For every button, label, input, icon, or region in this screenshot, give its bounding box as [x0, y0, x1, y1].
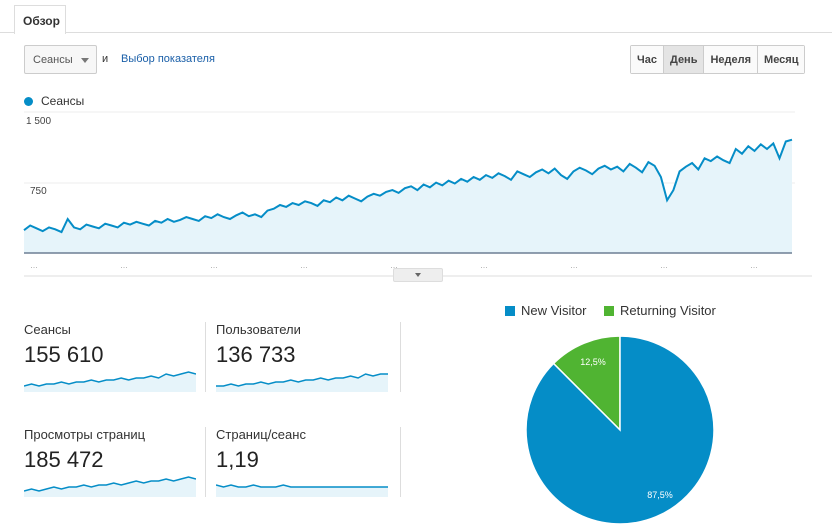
y-tick: 1 500	[26, 116, 52, 127]
metric-label: Пользователи	[216, 322, 301, 337]
x-tick: …	[480, 261, 488, 270]
visitor-pie-chart: 12,5% 87,5%	[525, 335, 715, 525]
metric-value: 1,19	[216, 447, 259, 472]
divider	[400, 427, 401, 497]
x-tick: …	[210, 261, 218, 270]
x-tick: …	[570, 261, 578, 270]
period-week-button[interactable]: Неделя	[704, 46, 759, 73]
pie-legend-returning: Returning Visitor	[604, 303, 716, 318]
x-tick: …	[390, 261, 398, 270]
legend-square-icon	[604, 305, 614, 316]
legend-square-icon	[505, 305, 515, 316]
metric-sparkline	[24, 476, 196, 497]
choose-metric-link[interactable]: Выбор показателя	[121, 53, 215, 65]
tab-bar-border	[0, 32, 832, 33]
pie-label: 87,5%	[647, 490, 673, 500]
divider	[205, 427, 206, 497]
sessions-chart: … … … … … … … … …	[23, 111, 812, 277]
sessions-line	[23, 138, 793, 234]
metric-value: 155 610	[24, 342, 104, 367]
pie-label: 12,5%	[580, 357, 606, 367]
metric-label: Просмотры страниц	[24, 427, 146, 442]
metric-select-value: Сеансы	[33, 54, 73, 66]
divider	[205, 322, 206, 392]
metric-select[interactable]: Сеансы	[24, 45, 97, 74]
metric-value: 136 733	[216, 342, 296, 367]
metric-label: Сеансы	[24, 322, 71, 337]
pie-slice[interactable]	[552, 335, 621, 432]
period-day-button[interactable]: День	[663, 46, 705, 73]
divider	[400, 322, 401, 392]
x-tick: …	[300, 261, 308, 270]
period-buttons: Час День Неделя Месяц	[630, 45, 806, 74]
period-month-button[interactable]: Месяц	[758, 46, 805, 73]
x-tick: …	[120, 261, 128, 270]
pie-slice[interactable]	[525, 335, 715, 525]
y-tick: 750	[30, 186, 47, 197]
x-tick: …	[30, 261, 38, 270]
metric-sparkline	[216, 484, 388, 497]
tab-overview[interactable]: Обзор	[14, 5, 66, 34]
chevron-down-icon	[415, 273, 421, 277]
pie-legend-new: New Visitor	[505, 303, 587, 318]
legend-dot-icon	[24, 96, 33, 106]
period-hour-button[interactable]: Час	[631, 46, 664, 73]
chart-legend: Сеансы	[24, 94, 84, 108]
collapse-chart-button[interactable]	[393, 268, 443, 282]
legend-label: Сеансы	[41, 94, 85, 108]
legend-label: Returning Visitor	[620, 303, 716, 318]
sessions-area	[24, 139, 792, 253]
x-tick: …	[750, 261, 758, 270]
metric-sparkline	[216, 373, 388, 392]
and-label: и	[102, 53, 109, 65]
metric-value: 185 472	[24, 447, 104, 472]
metric-sparkline	[24, 371, 196, 392]
legend-label: New Visitor	[521, 303, 587, 318]
x-tick: …	[660, 261, 668, 270]
metric-label: Страниц/сеанс	[216, 427, 306, 442]
chevron-down-icon	[81, 58, 89, 63]
